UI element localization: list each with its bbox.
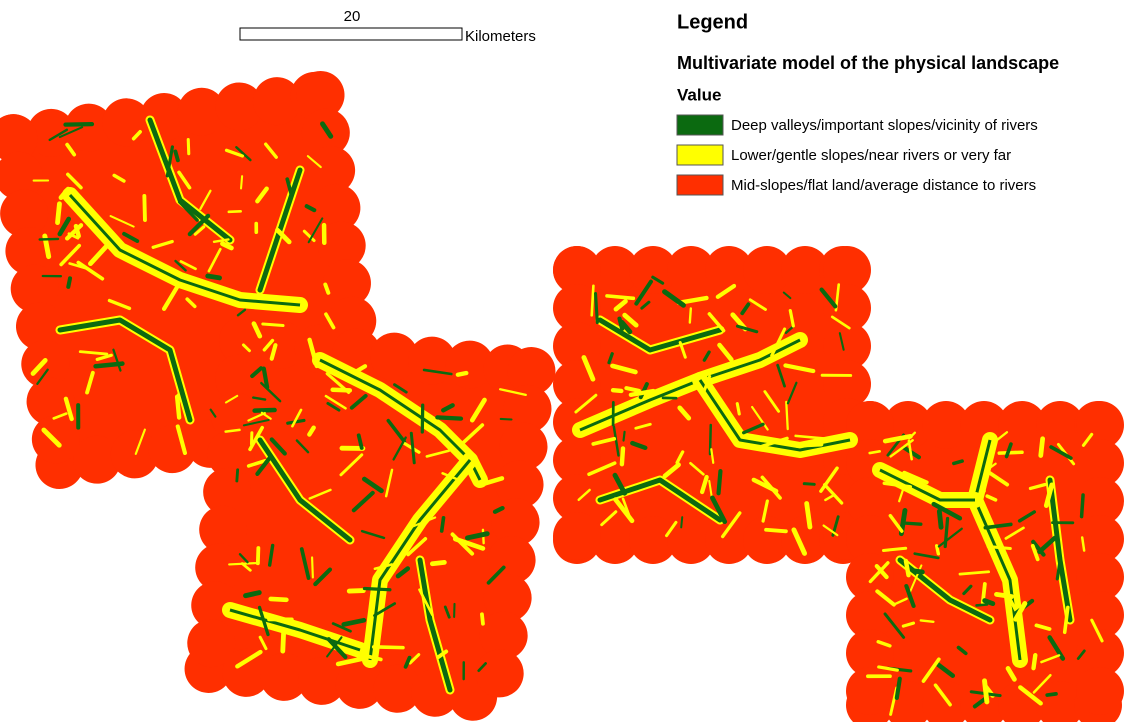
slope-streak <box>985 681 987 702</box>
slope-streak <box>1041 439 1043 456</box>
slope-streak <box>255 410 275 411</box>
slope-streak <box>208 276 220 278</box>
slope-streak <box>954 461 962 463</box>
slope-streak <box>271 599 287 600</box>
slope-streak <box>681 517 682 527</box>
slope-streak <box>804 484 814 485</box>
legend-title: Legend <box>677 11 748 33</box>
slope-streak <box>737 404 739 414</box>
slope-streak <box>999 452 1022 453</box>
slope-streak <box>766 530 786 532</box>
legend-label: Deep valleys/important slopes/vicinity o… <box>731 117 1038 134</box>
slope-streak <box>501 419 512 420</box>
slope-streak <box>40 239 58 240</box>
legend-label: Lower/gentle slopes/near rivers or very … <box>731 147 1011 164</box>
slope-streak <box>607 296 633 298</box>
slope-streak <box>622 448 623 464</box>
slope-streak <box>905 523 921 524</box>
slope-streak <box>482 614 483 623</box>
scale-distance: 20 <box>344 8 361 25</box>
slope-streak <box>906 561 909 575</box>
region-edge <box>553 512 601 560</box>
legend-field: Value <box>677 85 721 104</box>
slope-streak <box>797 444 822 445</box>
region-edge <box>1076 667 1124 715</box>
slope-streak <box>58 204 60 223</box>
slope-streak <box>364 588 389 589</box>
slope-streak <box>349 591 363 592</box>
legend-label: Mid-slopes/flat land/average distance to… <box>731 177 1036 194</box>
slope-streak <box>719 471 721 493</box>
slope-streak <box>1047 694 1056 695</box>
slope-streak <box>1082 495 1083 517</box>
slope-streak <box>988 547 1010 549</box>
slope-streak <box>283 632 284 652</box>
slope-streak <box>921 620 934 621</box>
slope-streak <box>592 286 594 316</box>
slope-streak <box>432 562 444 563</box>
slope-streak <box>458 373 466 375</box>
slope-streak <box>884 548 906 550</box>
slope-streak <box>437 417 461 418</box>
map-regions <box>0 68 1124 722</box>
slope-streak <box>786 402 787 429</box>
scale-bar-box <box>240 28 462 40</box>
slope-streak <box>226 430 240 432</box>
slope-streak <box>870 451 880 453</box>
slope-streak <box>985 601 993 604</box>
legend-swatch <box>677 115 723 135</box>
slope-streak <box>312 557 313 577</box>
slope-streak <box>237 470 238 481</box>
legend-layer: Multivariate model of the physical lands… <box>677 53 1059 73</box>
slope-streak <box>374 647 403 648</box>
legend-swatch <box>677 145 723 165</box>
slope-streak <box>996 594 1011 596</box>
legend: Legend Multivariate model of the physica… <box>677 11 1059 195</box>
slope-streak <box>175 152 177 161</box>
slope-streak <box>626 388 639 391</box>
slope-streak <box>619 319 622 329</box>
slope-streak <box>325 285 328 293</box>
slope-streak <box>939 511 941 527</box>
slope-streak <box>229 211 241 212</box>
slope-streak <box>690 308 691 322</box>
slope-streak <box>1034 655 1036 668</box>
slope-streak <box>807 503 810 527</box>
slope-streak <box>913 571 922 572</box>
slope-streak <box>897 679 900 698</box>
map: 20 Kilometers Legend Multivariate model … <box>0 0 1135 722</box>
scale-bar: 20 Kilometers <box>240 8 536 45</box>
slope-streak <box>263 324 283 326</box>
slope-streak <box>596 294 598 323</box>
slope-streak <box>241 176 242 188</box>
slope-streak <box>333 390 350 391</box>
slope-streak <box>442 518 444 531</box>
map-page: 20 Kilometers Legend Multivariate model … <box>0 0 1135 722</box>
scale-unit: Kilometers <box>465 28 536 45</box>
slope-streak <box>613 390 621 391</box>
slope-streak <box>68 278 70 286</box>
legend-swatch <box>677 175 723 195</box>
region-edge <box>846 667 894 715</box>
slope-streak <box>624 432 625 441</box>
slope-streak <box>188 140 189 154</box>
slope-streak <box>246 593 260 596</box>
slope-streak <box>144 196 145 220</box>
slope-streak <box>977 605 987 606</box>
